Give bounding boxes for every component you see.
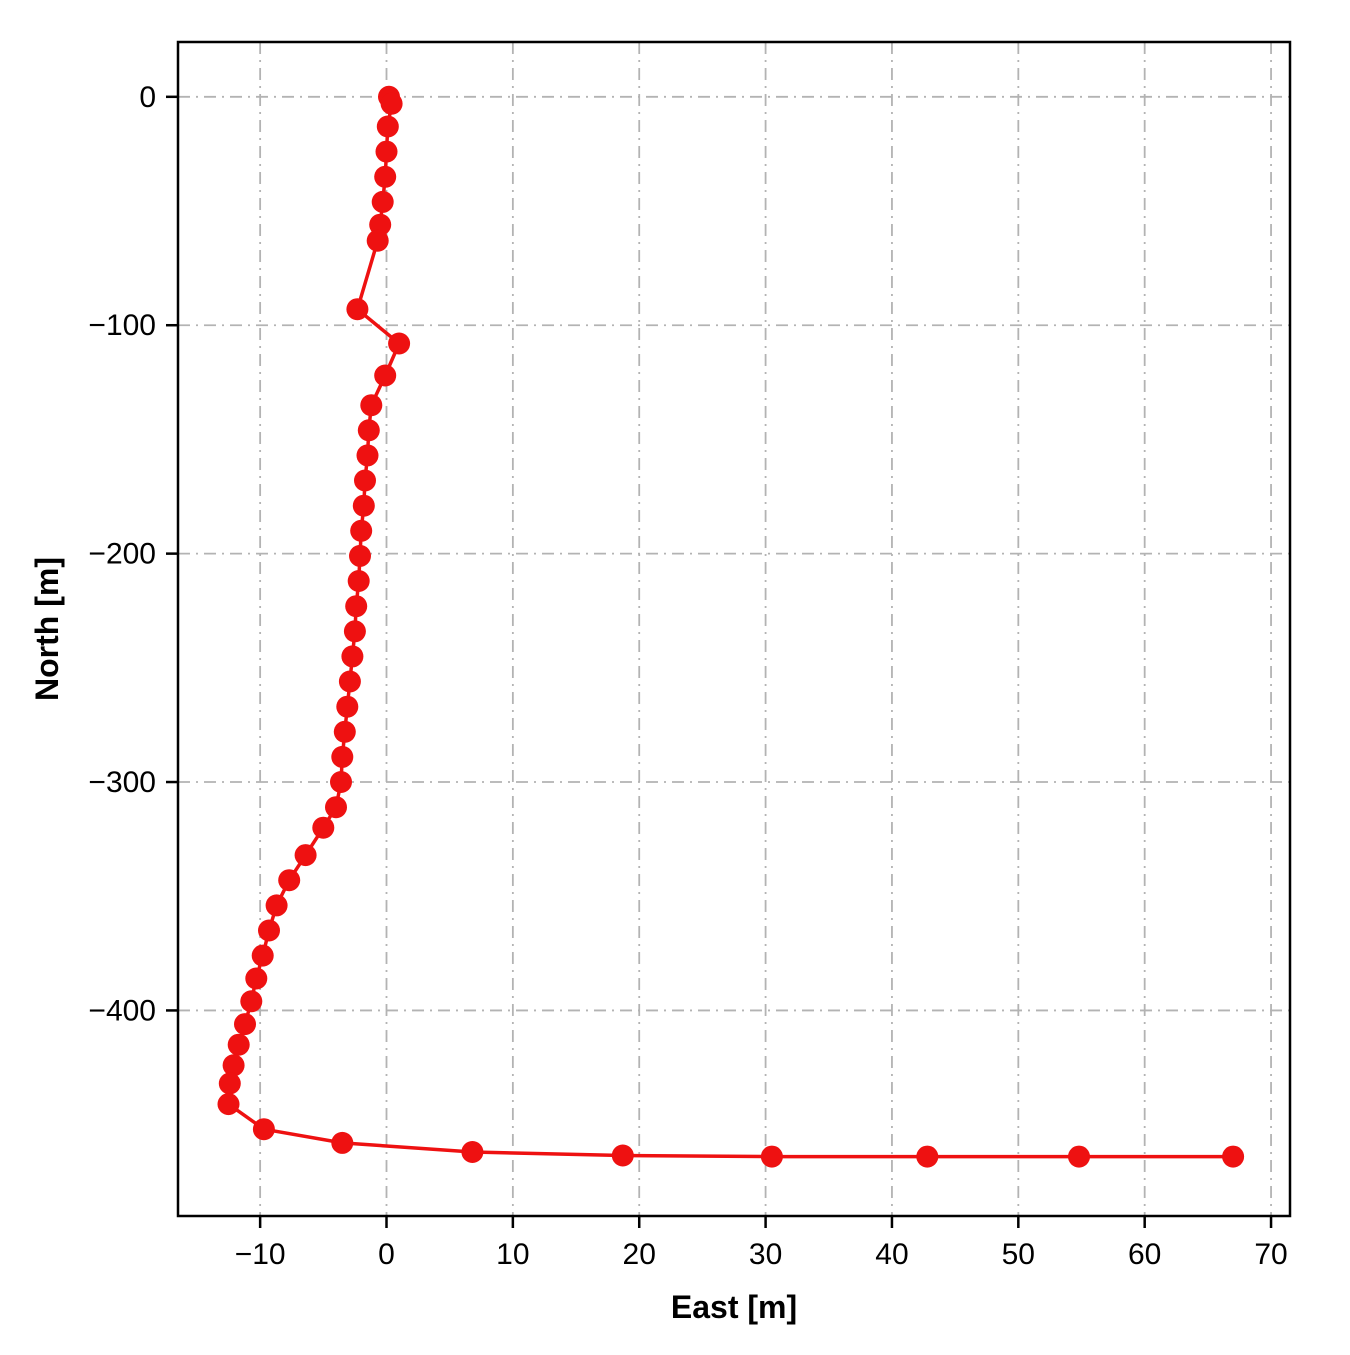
data-point <box>331 1131 354 1154</box>
data-point <box>374 165 397 188</box>
x-tick-label: 50 <box>1002 1238 1035 1271</box>
data-point <box>294 844 317 867</box>
data-point <box>1068 1145 1090 1168</box>
data-point <box>222 1054 245 1077</box>
x-tick-label: 40 <box>875 1238 908 1271</box>
data-point <box>366 229 389 252</box>
data-point <box>333 720 356 743</box>
data-point <box>461 1141 484 1163</box>
plot-frame <box>176 40 1292 1218</box>
y-tick-label: −300 <box>88 766 156 799</box>
data-point <box>312 816 335 839</box>
y-tick-label: −100 <box>88 309 156 342</box>
data-point <box>252 1118 275 1141</box>
data-point <box>374 364 397 387</box>
data-point <box>375 140 398 163</box>
data-point <box>338 670 361 693</box>
data-point <box>350 519 373 542</box>
data-point <box>234 1013 256 1036</box>
x-tick-label: 0 <box>378 1238 395 1271</box>
data-point <box>376 115 399 138</box>
y-tick-label: −400 <box>88 994 156 1027</box>
x-tick-label: −10 <box>235 1238 286 1271</box>
data-point <box>352 494 375 517</box>
data-point <box>227 1033 250 1056</box>
data-point <box>330 771 352 793</box>
x-tick-label: 10 <box>496 1238 529 1271</box>
data-point <box>1222 1145 1245 1168</box>
data-point <box>349 544 371 567</box>
data-point <box>325 796 347 819</box>
data-point <box>380 92 403 115</box>
y-tick-label: 0 <box>139 81 156 114</box>
data-point <box>347 570 370 592</box>
x-axis-label: East [m] <box>671 1289 797 1325</box>
y-tick-label: −200 <box>88 538 156 571</box>
data-point <box>916 1145 939 1168</box>
data-point <box>218 1072 241 1095</box>
data-point <box>240 990 263 1013</box>
data-point <box>331 745 354 768</box>
data-point <box>345 595 368 618</box>
data-point <box>388 332 411 355</box>
x-tick-label: 30 <box>749 1238 782 1271</box>
y-axis-label: North [m] <box>29 557 65 701</box>
data-point <box>265 894 288 917</box>
data-point <box>336 695 359 718</box>
data-point <box>251 944 274 967</box>
x-tick-label: 60 <box>1128 1238 1161 1271</box>
data-point <box>245 967 268 990</box>
data-point <box>354 469 376 492</box>
data-point <box>258 919 280 942</box>
x-tick-label: 70 <box>1254 1238 1287 1271</box>
x-tick-label: 20 <box>623 1238 656 1271</box>
data-point <box>371 190 394 213</box>
data-point <box>278 869 301 892</box>
data-point <box>343 620 366 643</box>
data-point <box>357 419 380 442</box>
data-point <box>346 298 369 321</box>
data-point <box>611 1144 634 1167</box>
data-point <box>217 1093 240 1116</box>
data-point <box>341 645 364 668</box>
data-point <box>360 394 383 417</box>
data-point <box>760 1145 783 1168</box>
data-point <box>356 444 379 467</box>
